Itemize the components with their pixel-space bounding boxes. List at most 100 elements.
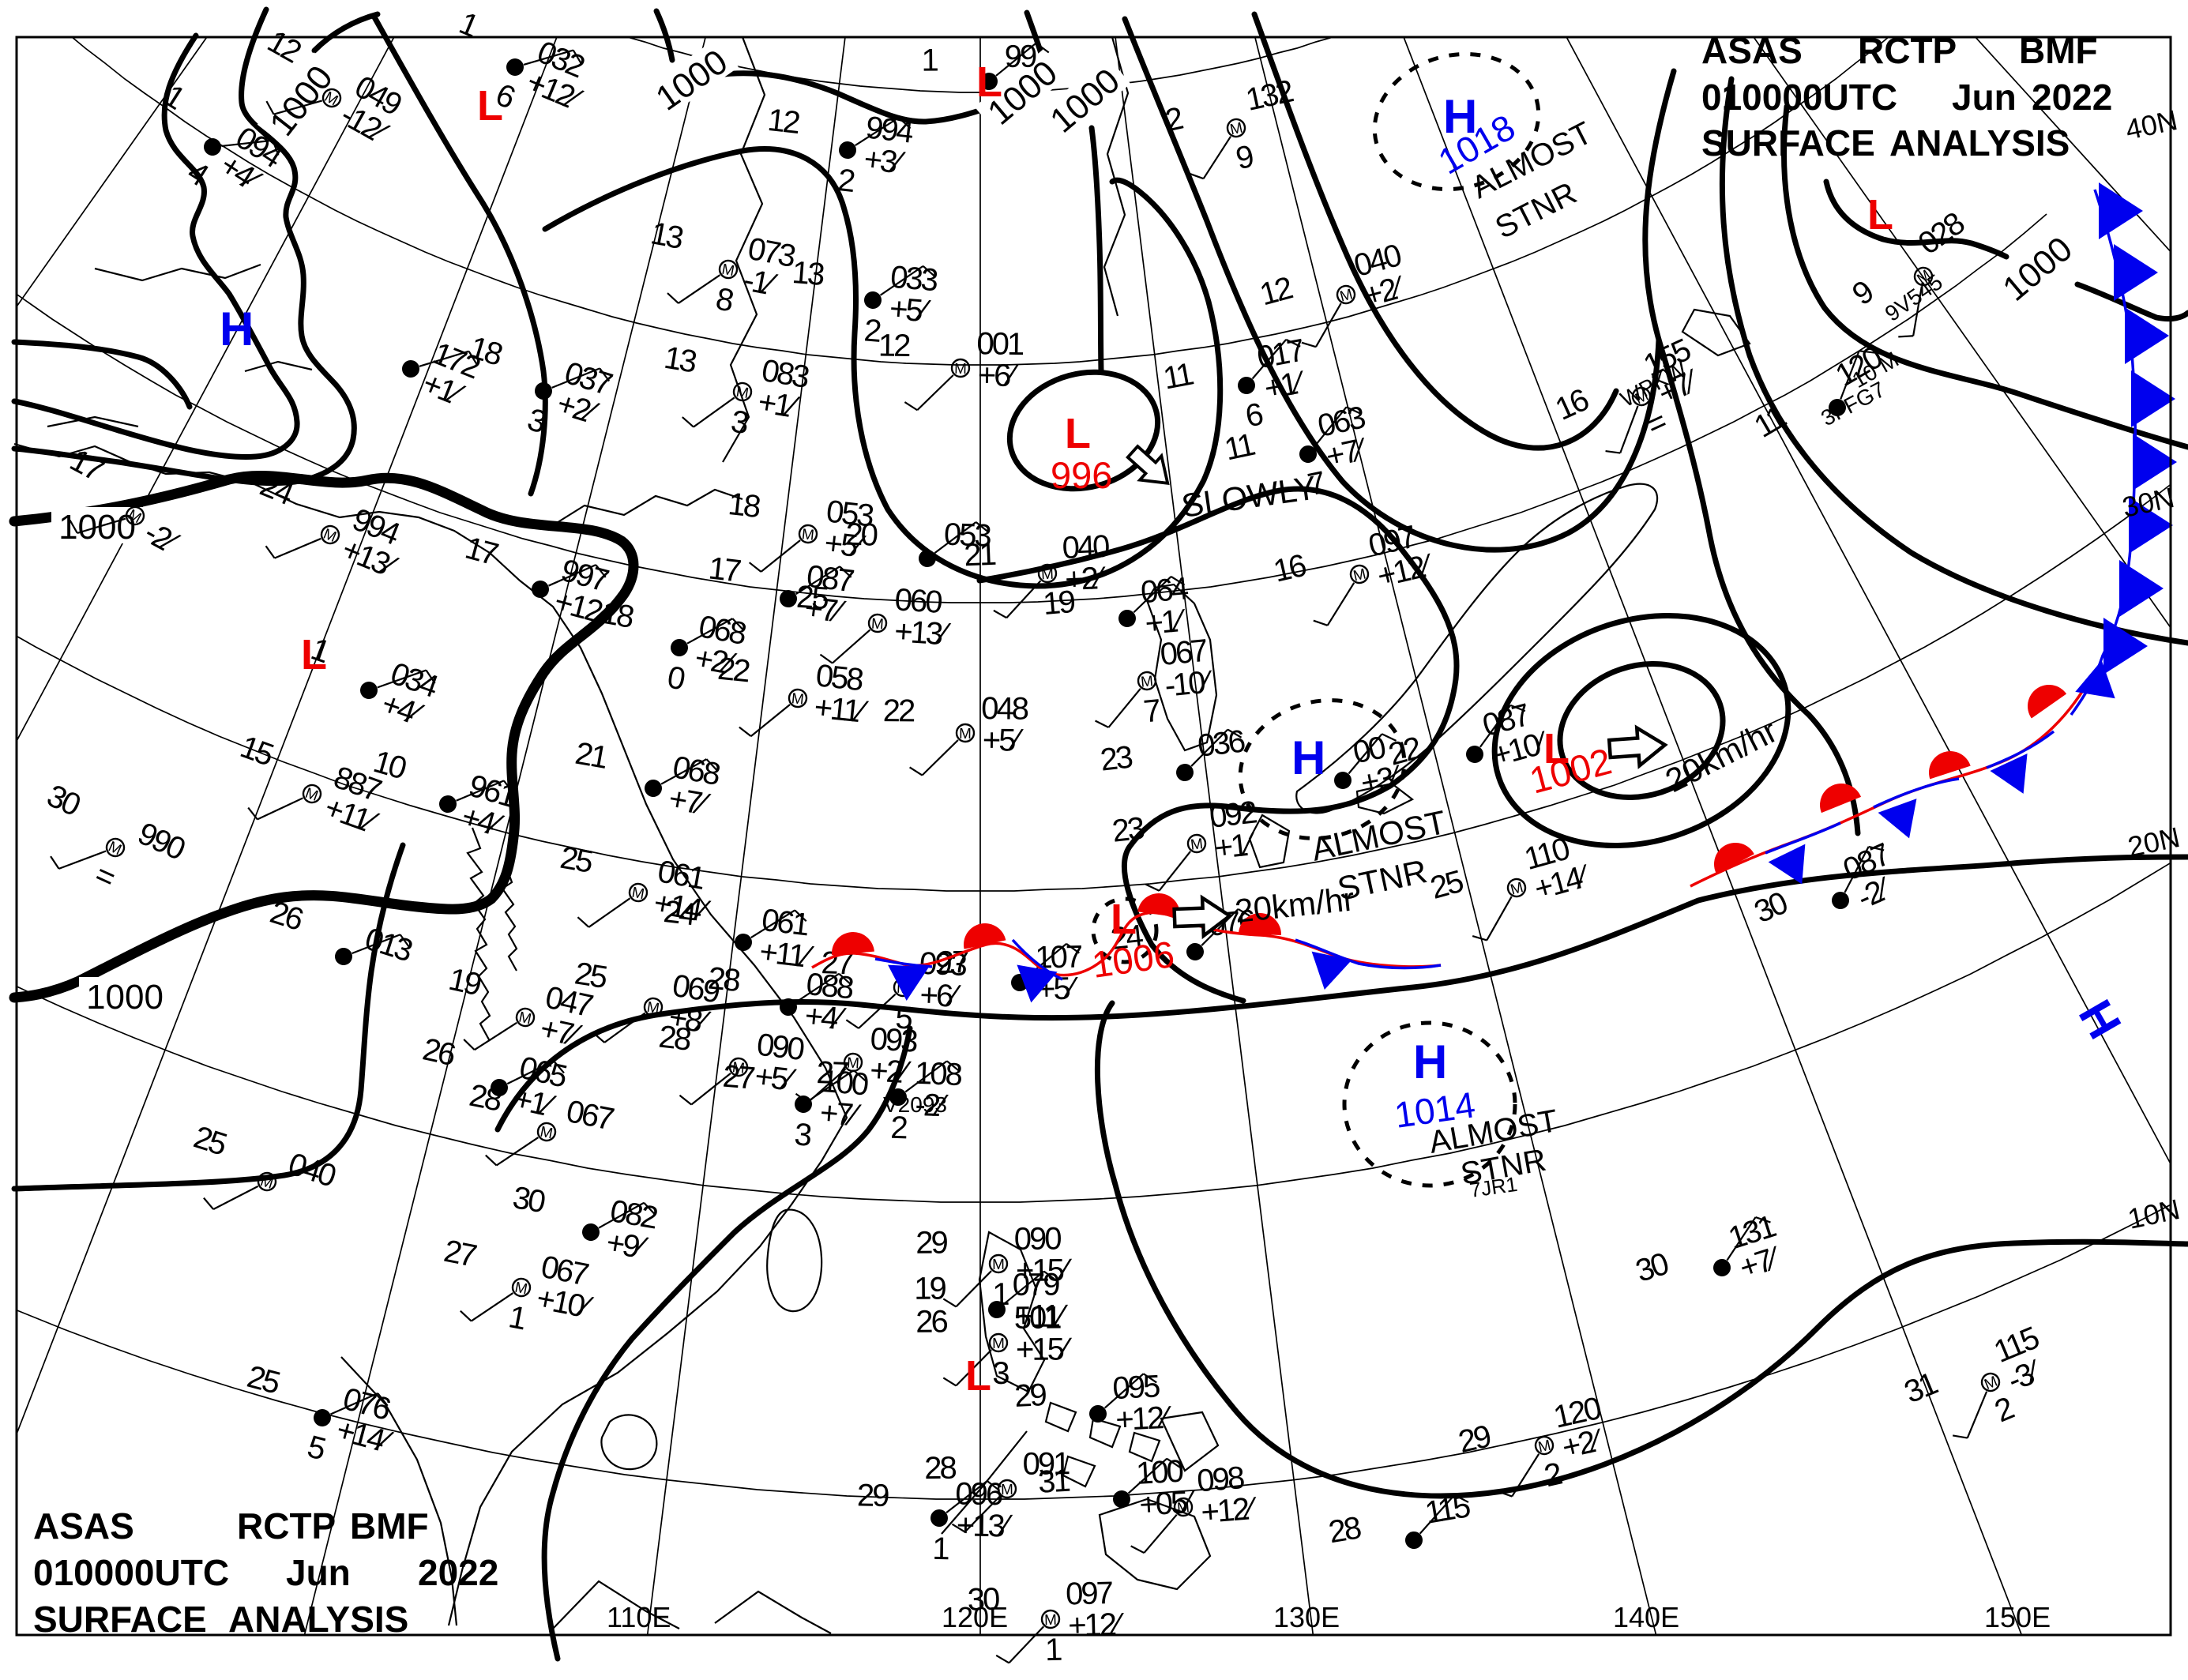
svg-text:Jun: Jun <box>286 1552 351 1593</box>
svg-text:140E: 140E <box>1613 1601 1679 1633</box>
svg-text:M: M <box>1633 388 1651 408</box>
svg-text:M: M <box>846 1055 859 1073</box>
svg-text:M: M <box>1001 1482 1013 1498</box>
svg-text:L: L <box>976 58 1002 106</box>
svg-text:28: 28 <box>657 1019 693 1057</box>
svg-text:093: 093 <box>869 1021 918 1058</box>
svg-text:067: 067 <box>1159 633 1209 672</box>
svg-text:M: M <box>303 785 320 805</box>
svg-text:M: M <box>106 839 124 859</box>
svg-text:26: 26 <box>915 1304 948 1339</box>
svg-text:23: 23 <box>1111 811 1146 849</box>
svg-text:RCTP: RCTP <box>237 1505 336 1547</box>
svg-text:L: L <box>965 1352 991 1400</box>
svg-text:M: M <box>731 1059 746 1077</box>
svg-text:M: M <box>539 1124 555 1143</box>
svg-text:150E: 150E <box>1984 1601 2051 1633</box>
svg-text:1000: 1000 <box>86 978 164 1017</box>
svg-text:090: 090 <box>1014 1221 1062 1256</box>
svg-text:M: M <box>801 526 815 544</box>
svg-text:+15 ∕: +15 ∕ <box>1016 1253 1072 1287</box>
svg-text:M: M <box>720 261 735 280</box>
svg-text:053: 053 <box>825 494 875 533</box>
svg-text:M: M <box>1176 1499 1190 1517</box>
svg-text:501: 501 <box>1014 1300 1062 1335</box>
svg-text:092: 092 <box>1208 795 1258 834</box>
svg-text:18: 18 <box>727 487 762 524</box>
svg-text:20: 20 <box>845 517 878 553</box>
svg-text:28: 28 <box>706 961 741 999</box>
svg-text:017: 017 <box>1254 333 1307 375</box>
svg-text:L: L <box>1065 410 1091 457</box>
svg-text:+15 ∕: +15 ∕ <box>1016 1332 1072 1366</box>
svg-text:29: 29 <box>857 1478 889 1513</box>
svg-text:+5 ∕: +5 ∕ <box>983 723 1024 757</box>
svg-text:M: M <box>1509 879 1525 898</box>
svg-text:M: M <box>517 1009 533 1028</box>
svg-text:19: 19 <box>1042 584 1077 622</box>
svg-text:M: M <box>1228 120 1244 139</box>
svg-text:033: 033 <box>889 260 939 299</box>
svg-text:M: M <box>959 726 972 742</box>
svg-text:108: 108 <box>914 1056 962 1092</box>
svg-text:13: 13 <box>662 340 699 380</box>
svg-text:3: 3 <box>992 1356 1009 1391</box>
svg-text:061: 061 <box>655 854 707 896</box>
svg-text:M: M <box>791 690 805 708</box>
svg-text:31: 31 <box>1037 1464 1071 1500</box>
svg-text:12: 12 <box>766 103 802 141</box>
svg-text:M: M <box>1982 1374 2000 1393</box>
svg-text:M: M <box>630 885 645 903</box>
svg-text:22: 22 <box>716 652 752 690</box>
svg-text:M: M <box>1352 566 1367 584</box>
svg-text:098: 098 <box>1196 1460 1246 1499</box>
svg-text:27: 27 <box>816 1055 849 1092</box>
svg-text:082: 082 <box>607 1193 660 1235</box>
svg-text:+12 ∕: +12 ∕ <box>1068 1607 1125 1644</box>
svg-text:99: 99 <box>1005 39 1037 74</box>
svg-text:010000UTC: 010000UTC <box>33 1552 229 1593</box>
svg-text:+05 ∕: +05 ∕ <box>1138 1485 1197 1523</box>
svg-text:+12 ∕: +12 ∕ <box>1115 1400 1172 1438</box>
svg-text:+11 ∕: +11 ∕ <box>813 690 870 730</box>
svg-text:110E: 110E <box>607 1601 671 1633</box>
svg-text:097: 097 <box>1066 1576 1114 1612</box>
svg-text:L: L <box>1867 191 1893 239</box>
svg-text:M: M <box>1140 673 1154 690</box>
svg-text:064: 064 <box>1139 571 1190 610</box>
svg-text:29: 29 <box>915 1225 948 1260</box>
svg-text:SURFACE: SURFACE <box>33 1599 207 1640</box>
svg-text:M: M <box>1044 1612 1057 1629</box>
svg-text:BMF: BMF <box>2019 30 2098 71</box>
svg-text:120E: 120E <box>942 1601 1008 1633</box>
svg-text:H: H <box>1443 90 1477 143</box>
svg-text:H: H <box>1413 1035 1447 1088</box>
svg-text:040: 040 <box>1062 529 1110 566</box>
svg-text:073: 073 <box>745 231 798 274</box>
svg-text:1: 1 <box>932 1532 949 1566</box>
svg-text:ASAS: ASAS <box>1701 30 1803 71</box>
svg-text:090: 090 <box>755 1028 806 1067</box>
svg-text:M: M <box>1338 286 1355 305</box>
svg-text:2: 2 <box>890 1111 908 1146</box>
svg-text:M: M <box>645 999 660 1017</box>
svg-text:068: 068 <box>696 609 748 652</box>
svg-text:27: 27 <box>937 945 969 980</box>
svg-text:058: 058 <box>814 658 865 697</box>
svg-text:100: 100 <box>820 1064 870 1103</box>
svg-text:29: 29 <box>1013 1377 1047 1414</box>
svg-text:28: 28 <box>1326 1510 1363 1550</box>
svg-text:079: 079 <box>1013 1267 1060 1302</box>
svg-text:ASAS: ASAS <box>33 1505 134 1547</box>
svg-text:25: 25 <box>795 580 829 616</box>
svg-text:L: L <box>1111 896 1137 943</box>
svg-text:096: 096 <box>955 1476 1002 1512</box>
svg-text:ANALYSIS: ANALYSIS <box>1889 122 2070 163</box>
svg-text:088: 088 <box>805 967 855 1005</box>
svg-text:087: 087 <box>805 559 855 599</box>
svg-text:1: 1 <box>921 43 938 77</box>
svg-text:RCTP: RCTP <box>1858 30 1957 71</box>
svg-text:100: 100 <box>1135 1454 1184 1491</box>
svg-text:994: 994 <box>864 111 915 150</box>
svg-text:27: 27 <box>721 1059 756 1096</box>
